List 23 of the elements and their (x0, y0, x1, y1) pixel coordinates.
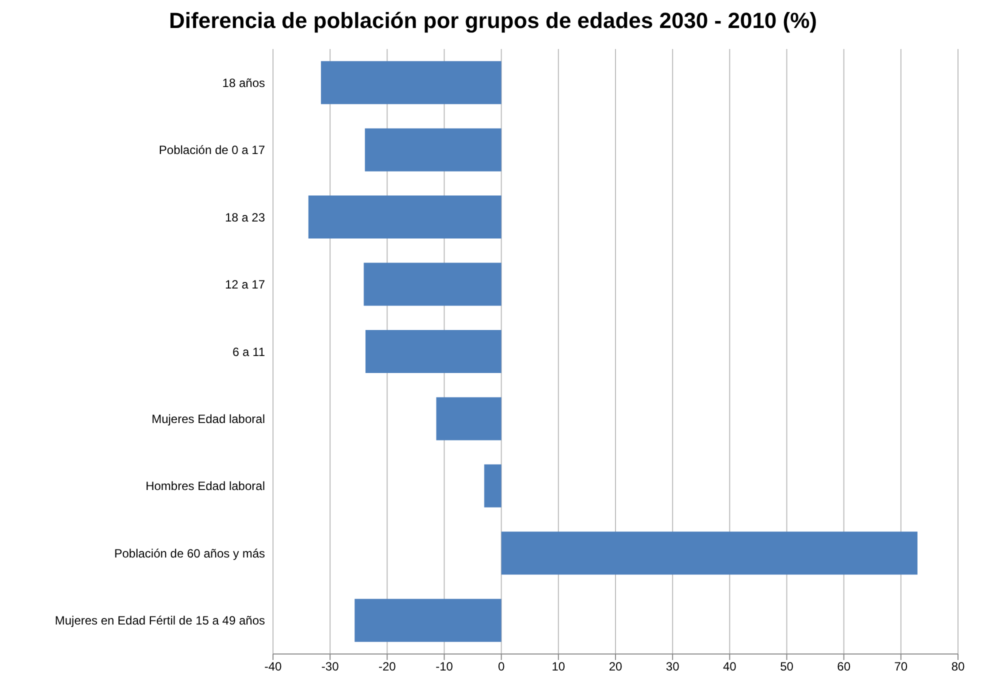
y-tick-label: 12 a 17 (224, 278, 266, 292)
x-tick-label: 50 (780, 660, 794, 674)
y-tick-label: Población de 0 a 17 (158, 143, 266, 158)
x-tick-label: 10 (552, 660, 566, 674)
chart-title: Diferencia de población por grupos de edades 2030 - 2010 (%) (168, 8, 818, 34)
x-tick-label: 40 (722, 660, 737, 674)
x-tick-label: -20 (378, 660, 396, 674)
y-tick-label: Mujeres en Edad Fértil de 15 a 49 años (54, 614, 265, 628)
x-tick-label: 20 (608, 660, 622, 674)
y-tick-label: 18 a 23 (224, 210, 266, 224)
x-tick-label: 80 (951, 660, 965, 674)
x-tick-label: 60 (837, 660, 851, 674)
y-tick-label: Hombres Edad laboral (146, 479, 265, 494)
x-tick-label: 0 (498, 660, 505, 674)
y-tick-label: Mujeres Edad laboral (152, 412, 265, 426)
x-tick-label: 30 (666, 660, 680, 674)
y-tick-label: 18 años (222, 76, 265, 90)
x-tick-label: -30 (321, 660, 340, 674)
y-tick-label: Población de 60 años y más (114, 546, 265, 560)
x-tick-label: 70 (894, 660, 908, 674)
x-tick-label: -10 (436, 660, 454, 674)
y-tick-label: 6 a 11 (232, 344, 266, 359)
x-tick-label: -40 (264, 660, 282, 674)
